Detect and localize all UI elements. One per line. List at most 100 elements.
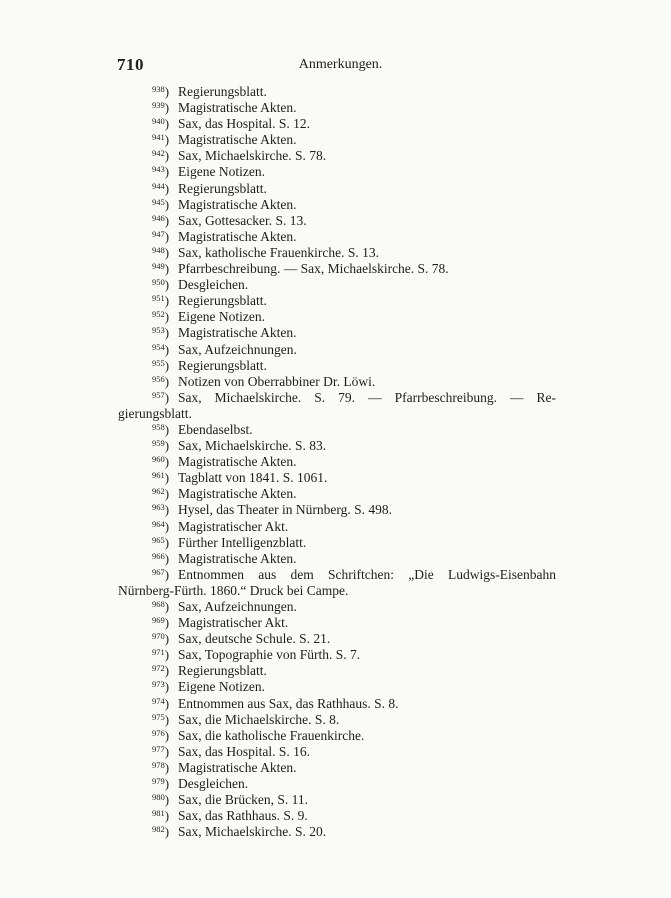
footnote-number: 940) — [152, 116, 170, 132]
footnote-number-value: 948 — [152, 244, 165, 255]
footnote-text: Magistratische Akten. — [178, 486, 297, 502]
footnote-text: Magistratische Akten. — [178, 759, 297, 775]
footnote-number: 960) — [152, 454, 170, 470]
footnote-continuation: Nürnberg-Fürth. 1860.“ Druck bei Campe. — [118, 583, 556, 599]
footnote-number-value: 977 — [152, 743, 165, 754]
footnote-number-value: 944 — [152, 180, 165, 191]
footnote-continuation-text: Nürnberg-Fürth. 1860.“ Druck bei Campe. — [118, 582, 349, 598]
footnote-number: 958) — [152, 421, 170, 437]
footnote-number-value: 939 — [152, 100, 165, 111]
footnote-number-value: 964 — [152, 518, 165, 529]
footnote-number-value: 946 — [152, 212, 165, 223]
footnote-text: Eigene Notizen. — [178, 164, 265, 180]
footnote-number: 959) — [152, 438, 170, 454]
footnote-number-value: 950 — [152, 277, 165, 288]
footnote-text: Magistratischer Akt. — [178, 615, 289, 631]
footnote-number: 977) — [152, 743, 170, 759]
footnote-number: 969) — [152, 615, 170, 631]
footnote-text: Sax, deutsche Schule. S. 21. — [178, 631, 331, 647]
footnote-number-value: 979 — [152, 776, 165, 787]
footnote: 977) Sax, das Hospital. S. 16. — [118, 744, 556, 760]
footnote: 967) Entnommen aus dem Schriftchen: „Die … — [118, 567, 556, 583]
footnote-number-value: 965 — [152, 534, 165, 545]
footnote-text: Regierungsblatt. — [178, 663, 267, 679]
footnote-text: Sax, das Rathhaus. S. 9. — [178, 808, 308, 824]
footnote-number: 945) — [152, 196, 170, 212]
footnote-number-value: 982 — [152, 824, 165, 835]
footnote: 950) Desgleichen. — [118, 277, 556, 293]
footnote-text: Magistratische Akten. — [178, 550, 297, 566]
footnote-number-value: 968 — [152, 599, 165, 609]
footnote-text: Regierungsblatt. — [178, 293, 267, 309]
footnote-number: 943) — [152, 164, 170, 180]
footnote-number-value: 938 — [152, 84, 165, 94]
footnote: 955) Regierungsblatt. — [118, 358, 556, 374]
footnote-text: Sax, Michaelskirche. S. 20. — [178, 824, 327, 840]
footnote-number: 956) — [152, 373, 170, 389]
footnote-number-value: 942 — [152, 148, 165, 159]
footnote-number-value: 945 — [152, 196, 165, 207]
footnote-text: Regierungsblatt. — [178, 357, 267, 373]
footnote-number: 978) — [152, 759, 170, 775]
footnote: 959) Sax, Michaelskirche. S. 83. — [118, 438, 556, 454]
footnote-number: 973) — [152, 679, 170, 695]
footnote-number-value: 943 — [152, 164, 165, 175]
footnote-number: 949) — [152, 261, 170, 277]
footnote: 941) Magistratische Akten. — [118, 132, 556, 148]
footnote: 982) Sax, Michaelskirche. S. 20. — [118, 824, 556, 840]
footnote-number: 967) — [152, 566, 170, 582]
footnote-number-value: 949 — [152, 261, 165, 272]
footnote: 939) Magistratische Akten. — [118, 100, 556, 116]
footnote-number-value: 951 — [152, 293, 165, 304]
footnote-number-value: 952 — [152, 309, 165, 320]
footnote-text: Eigene Notizen. — [178, 679, 265, 695]
footnote-number: 961) — [152, 470, 170, 486]
footnote-number-value: 941 — [152, 132, 165, 143]
footnote-number-value: 974 — [152, 695, 165, 706]
footnote-text: Entnommen aus dem Schriftchen: „Die Ludw… — [178, 566, 556, 582]
footnote: 979) Desgleichen. — [118, 776, 556, 792]
footnote: 940) Sax, das Hospital. S. 12. — [118, 116, 556, 132]
footnote: 978) Magistratische Akten. — [118, 760, 556, 776]
footnote-list: 938) Regierungsblatt. 939) Magistratische A… — [118, 84, 556, 840]
footnote-number-value: 956 — [152, 373, 165, 384]
footnote: 962) Magistratische Akten. — [118, 486, 556, 502]
footnote-number: 952) — [152, 309, 170, 325]
footnote-number-value: 978 — [152, 759, 165, 770]
footnote: 943) Eigene Notizen. — [118, 164, 556, 180]
footnote-number-value: 973 — [152, 679, 165, 690]
footnote: 952) Eigene Notizen. — [118, 309, 556, 325]
footnote-text: Magistratische Akten. — [178, 228, 297, 244]
footnote: 956) Notizen von Oberrabbiner Dr. Löwi. — [118, 374, 556, 390]
footnote: 954) Sax, Aufzeichnungen. — [118, 342, 556, 358]
footnote-text: Ebendaselbst. — [178, 421, 253, 437]
footnote-text: Sax, Michaelskirche. S. 79. — Pfarrbesch… — [178, 389, 556, 405]
footnote-number: 974) — [152, 695, 170, 711]
footnote-text: Sax, die katholische Frauenkirche. — [178, 727, 365, 743]
footnote: 946) Sax, Gottesacker. S. 13. — [118, 213, 556, 229]
footnote-number-value: 976 — [152, 727, 165, 738]
footnote-number-value: 963 — [152, 502, 165, 513]
footnote-text: Hysel, das Theater in Nürnberg. S. 498. — [178, 502, 392, 518]
footnote-text: Sax, katholische Frauenkirche. S. 13. — [178, 244, 379, 260]
footnote-number: 955) — [152, 357, 170, 373]
footnote-text: Regierungsblatt. — [178, 84, 267, 99]
footnote-number-value: 969 — [152, 615, 165, 626]
footnote: 958) Ebendaselbst. — [118, 422, 556, 438]
footnote-text: Sax, Topographie von Fürth. S. 7. — [178, 647, 361, 663]
footnote-text: Sax, Michaelskirche. S. 83. — [178, 438, 327, 454]
footnote-text: Magistratische Akten. — [178, 454, 297, 470]
footnote-number: 966) — [152, 550, 170, 566]
footnote-number-value: 947 — [152, 228, 165, 239]
footnote-text: Magistratische Akten. — [178, 132, 297, 148]
footnote-number: 939) — [152, 100, 170, 116]
footnote-text: Fürther Intelligenzblatt. — [178, 534, 307, 550]
footnote-number-value: 958 — [152, 421, 165, 432]
footnote: 944) Regierungsblatt. — [118, 181, 556, 197]
footnote-number: 971) — [152, 647, 170, 663]
footnote-number: 953) — [152, 325, 170, 341]
footnote: 968) Sax, Aufzeichnungen. — [118, 599, 556, 615]
page-number: 710 — [117, 55, 144, 74]
footnote-text: Pfarrbeschreibung. — Sax, Michaelskirche… — [178, 261, 449, 277]
footnote: 981) Sax, das Rathhaus. S. 9. — [118, 808, 556, 824]
